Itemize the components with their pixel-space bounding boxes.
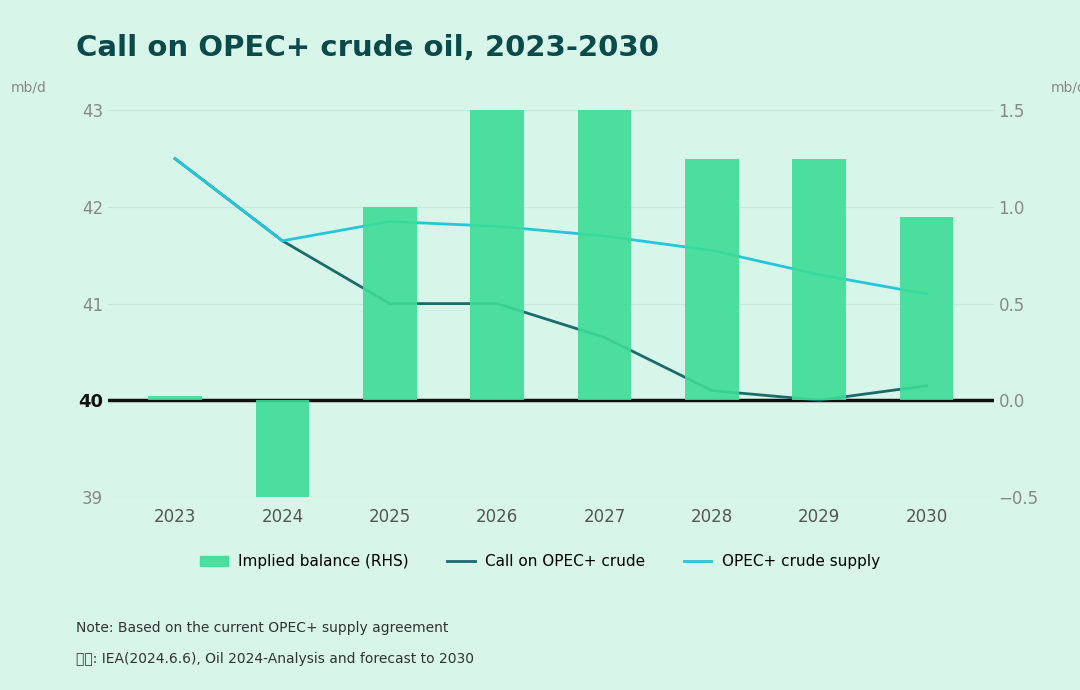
Bar	[685, 159, 739, 400]
Legend: Implied balance (RHS), Call on OPEC+ crude, OPEC+ crude supply: Implied balance (RHS), Call on OPEC+ cru…	[194, 548, 886, 575]
Bar	[256, 400, 309, 520]
Bar	[148, 396, 202, 400]
Text: mb/d: mb/d	[1051, 81, 1080, 95]
Bar	[900, 217, 954, 400]
Text: 출수: IEA(2024.6.6), Oil 2024-Analysis and forecast to 2030: 출수: IEA(2024.6.6), Oil 2024-Analysis and…	[76, 652, 474, 666]
Text: mb/d: mb/d	[11, 81, 46, 95]
Bar	[363, 207, 417, 400]
Bar	[793, 159, 846, 400]
Text: Note: Based on the current OPEC+ supply agreement: Note: Based on the current OPEC+ supply …	[76, 621, 448, 635]
Bar	[470, 68, 524, 400]
Text: Call on OPEC+ crude oil, 2023-2030: Call on OPEC+ crude oil, 2023-2030	[76, 34, 659, 63]
Bar	[578, 81, 632, 400]
